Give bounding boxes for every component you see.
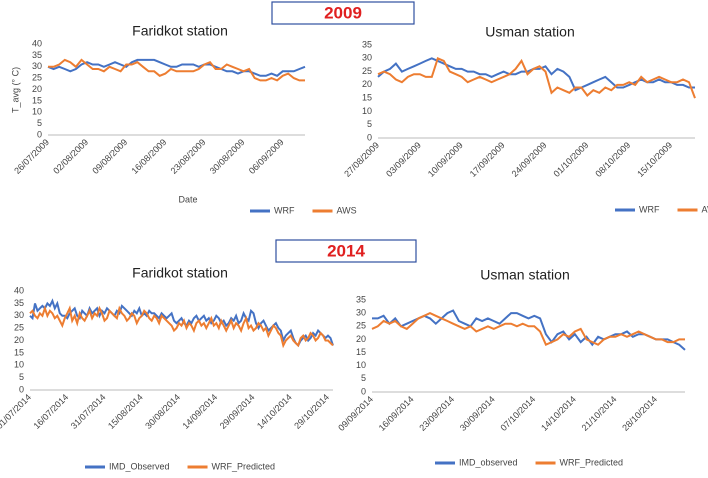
y-tick-label: 30: [32, 61, 42, 71]
year-heading: 2014: [327, 241, 365, 260]
y-tick-label: 15: [356, 347, 366, 357]
data-line: [372, 309, 686, 351]
y-tick-label: 25: [14, 323, 24, 333]
y-tick-label: 10: [356, 360, 366, 370]
x-tick-label: 28/10/2014: [620, 394, 659, 433]
data-line: [371, 311, 685, 347]
year-box: [271, 1, 415, 25]
x-tick-label: 30/08/2009: [208, 137, 247, 176]
y-tick-label: 35: [362, 39, 372, 49]
legend-label: IMD_Observed: [109, 461, 170, 471]
x-tick-label: 06/09/2009: [247, 137, 286, 176]
y-tick-label: 35: [14, 298, 24, 308]
data-line: [48, 58, 305, 82]
x-tick-label: 08/10/2009: [593, 140, 632, 179]
y-tick-label: 10: [362, 106, 372, 116]
x-tick-label: 10/09/2009: [426, 140, 465, 179]
y-tick-label: 5: [361, 373, 366, 383]
y-tick-label: 25: [362, 66, 372, 76]
chart-title: Usman station: [480, 267, 569, 283]
y-tick-label: 15: [14, 347, 24, 357]
y-tick-label: 15: [362, 93, 372, 103]
legend-label: WRF: [639, 204, 660, 214]
y-tick-label: 20: [32, 84, 42, 94]
data-line: [47, 58, 306, 77]
x-tick-label: 31/07/2014: [69, 392, 108, 431]
y-tick-label: 35: [32, 50, 42, 60]
x-tick-label: 01/10/2009: [552, 140, 591, 179]
y-tick-label: 25: [356, 321, 366, 331]
data-line: [377, 56, 696, 99]
y-tick-label: 5: [367, 119, 372, 129]
legend-label: WRF_Predicted: [212, 461, 276, 471]
data-line: [29, 305, 334, 349]
legend-label: IMD_observed: [459, 457, 518, 467]
x-tick-label: 01/07/2014: [0, 392, 33, 431]
x-tick-label: 29/09/2014: [218, 392, 257, 431]
x-tick-label: 15/08/2014: [106, 392, 145, 431]
x-tick-label: 24/09/2009: [510, 140, 549, 179]
y-axis-label: T_avg (° C): [10, 67, 20, 113]
y-tick-label: 30: [14, 310, 24, 320]
x-axis-label: Date: [178, 194, 197, 204]
chart-title: Faridkot station: [132, 265, 228, 281]
y-tick-label: 40: [32, 38, 42, 48]
legend-label: WRF_Predicted: [560, 457, 624, 467]
x-tick-label: 23/08/2009: [169, 137, 208, 176]
y-tick-label: 15: [32, 95, 42, 105]
year-heading: 2009: [324, 3, 362, 22]
year-box: [275, 239, 417, 263]
x-tick-label: 30/09/2014: [458, 394, 497, 433]
legend-label: AWS: [702, 204, 708, 214]
x-tick-label: 29/10/2014: [292, 392, 331, 431]
x-tick-label: 16/08/2009: [129, 137, 168, 176]
x-tick-label: 16/09/2014: [377, 394, 416, 433]
x-tick-label: 03/09/2009: [384, 140, 423, 179]
x-tick-label: 14/10/2014: [255, 392, 294, 431]
legend-label: WRF: [274, 205, 295, 215]
y-tick-label: 0: [361, 386, 366, 396]
y-tick-label: 25: [32, 73, 42, 83]
y-tick-label: 30: [356, 308, 366, 318]
x-tick-label: 17/09/2009: [468, 140, 507, 179]
chart-title: Faridkot station: [132, 23, 228, 39]
x-tick-label: 09/08/2009: [90, 137, 129, 176]
x-tick-label: 07/10/2014: [498, 394, 537, 433]
x-tick-label: 02/08/2009: [51, 137, 90, 176]
x-tick-label: 30/08/2014: [143, 392, 182, 431]
y-tick-label: 10: [14, 360, 24, 370]
x-tick-label: 15/10/2009: [635, 140, 674, 179]
y-tick-label: 20: [14, 335, 24, 345]
y-tick-label: 20: [356, 334, 366, 344]
x-tick-label: 09/09/2014: [336, 394, 375, 433]
data-line: [377, 57, 695, 92]
y-tick-label: 5: [37, 118, 42, 128]
y-tick-label: 10: [32, 107, 42, 117]
y-tick-label: 5: [19, 372, 24, 382]
x-tick-label: 26/07/2009: [12, 137, 51, 176]
y-tick-label: 0: [19, 384, 24, 394]
y-tick-label: 35: [356, 294, 366, 304]
x-tick-label: 23/09/2014: [417, 394, 456, 433]
y-tick-label: 0: [367, 132, 372, 142]
y-tick-label: 30: [362, 53, 372, 63]
x-tick-label: 14/09/2014: [180, 392, 219, 431]
x-tick-label: 27/08/2009: [342, 140, 381, 179]
y-tick-label: 20: [362, 79, 372, 89]
y-tick-label: 40: [14, 285, 24, 295]
chart-title: Usman station: [485, 24, 574, 40]
x-tick-label: 21/10/2014: [580, 394, 619, 433]
legend-label: AWS: [337, 205, 357, 215]
x-tick-label: 16/07/2014: [31, 392, 70, 431]
x-tick-label: 14/10/2014: [539, 394, 578, 433]
y-tick-label: 0: [37, 129, 42, 139]
